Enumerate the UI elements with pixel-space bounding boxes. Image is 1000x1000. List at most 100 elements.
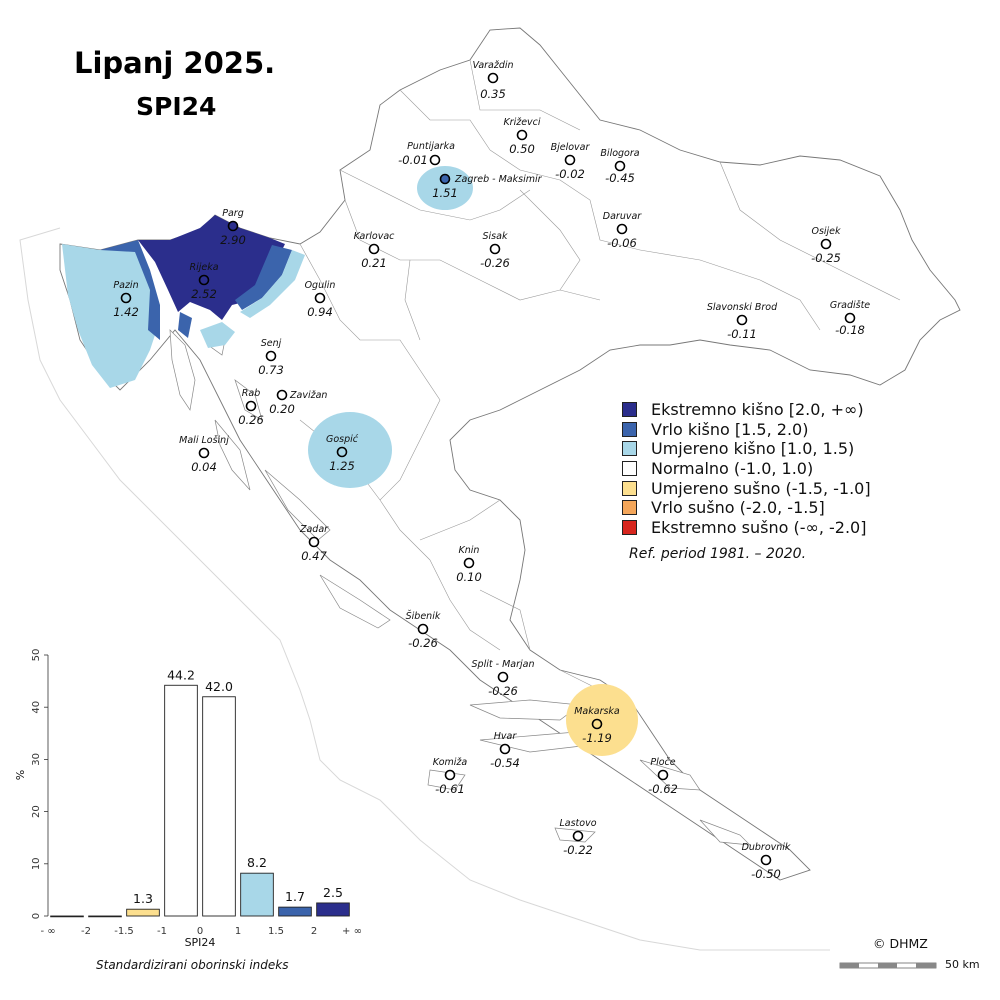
station-marker[interactable]	[736, 314, 748, 326]
station-marker[interactable]	[760, 854, 772, 866]
station-value: -0.61	[435, 782, 465, 796]
station[interactable]: Pazin 1.42	[113, 280, 139, 319]
histogram-caption: Standardizirani oborinski indeks	[96, 958, 289, 972]
station-name: Ploče	[650, 757, 675, 768]
station-value: -0.45	[605, 171, 635, 185]
station[interactable]: Zadar 0.47	[299, 524, 329, 563]
station-marker[interactable]	[516, 129, 528, 141]
station-name: Šibenik	[406, 610, 441, 622]
station[interactable]: Gospić 1.25	[326, 434, 359, 473]
x-tick-label: 1.5	[268, 926, 284, 937]
station-marker[interactable]	[417, 623, 429, 635]
station-marker[interactable]	[429, 154, 441, 166]
x-tick-label: + ∞	[342, 926, 362, 937]
station[interactable]: Daruvar -0.06	[603, 211, 643, 250]
station-marker[interactable]	[314, 292, 326, 304]
station-value: 2.90	[220, 233, 246, 247]
station[interactable]: Rab 0.26	[238, 388, 264, 427]
station-marker[interactable]	[616, 223, 628, 235]
histogram-bar	[202, 696, 236, 917]
station[interactable]: Senj 0.73	[258, 338, 284, 377]
station-marker[interactable]	[489, 243, 501, 255]
station-value: 0.47	[301, 549, 327, 563]
zone-moderately-wet-istria	[62, 244, 160, 388]
map-subtitle: SPI24	[136, 92, 217, 121]
station-value: 1.51	[432, 186, 458, 200]
station-marker[interactable]	[198, 447, 210, 459]
station[interactable]: Šibenik -0.26	[406, 610, 441, 650]
station-marker[interactable]	[487, 72, 499, 84]
station[interactable]: Slavonski Brod -0.11	[707, 302, 778, 341]
station[interactable]: Bilogora -0.45	[600, 148, 639, 185]
x-tick-label: 1	[235, 926, 241, 937]
station-marker[interactable]	[444, 769, 456, 781]
station[interactable]: Ploče -0.62	[648, 757, 678, 796]
station-marker[interactable]	[572, 830, 584, 842]
station-value: -0.50	[751, 867, 781, 881]
station-marker[interactable]	[657, 769, 669, 781]
zone-very-wet-west	[100, 240, 160, 340]
station-marker[interactable]	[198, 274, 210, 286]
station-marker[interactable]	[336, 446, 348, 458]
station[interactable]: Makarska -1.19	[574, 706, 620, 745]
station-marker[interactable]	[499, 743, 511, 755]
scale-bar-label: 50 km	[945, 958, 980, 971]
station-name: Makarska	[574, 706, 620, 717]
station[interactable]: Parg 2.90	[220, 208, 246, 247]
station[interactable]: Karlovac 0.21	[354, 231, 396, 270]
station-name: Sisak	[483, 231, 508, 242]
station[interactable]: Komiža -0.61	[433, 757, 468, 796]
station-name: Varaždin	[472, 60, 513, 71]
bar-value-label: 2.5	[323, 885, 343, 900]
station-marker[interactable]	[844, 312, 856, 324]
station[interactable]: Gradište -0.18	[830, 300, 870, 337]
x-tick-label: -1	[157, 926, 167, 937]
station-marker[interactable]	[120, 292, 132, 304]
station-name: Slavonski Brod	[707, 302, 778, 313]
station-marker[interactable]	[245, 400, 257, 412]
station-name: Gradište	[830, 300, 870, 311]
station[interactable]: Dubrovnik -0.50	[742, 842, 791, 881]
station[interactable]: Hvar -0.54	[490, 731, 520, 770]
legend-swatch	[622, 480, 637, 496]
station-marker[interactable]	[368, 243, 380, 255]
station[interactable]: Sisak -0.26	[480, 231, 510, 270]
station[interactable]: Bjelovar -0.02	[551, 142, 591, 181]
legend-label: Ekstremno kišno [2.0, +∞)	[651, 400, 864, 420]
station-marker[interactable]	[265, 350, 277, 362]
station[interactable]: Rijeka 2.52	[189, 262, 218, 301]
station[interactable]: Split - Marjan -0.26	[472, 659, 535, 698]
station-marker[interactable]	[497, 671, 509, 683]
station-marker[interactable]	[308, 536, 320, 548]
station-marker[interactable]	[820, 238, 832, 250]
legend-label: Vrlo sušno (-2.0, -1.5]	[651, 498, 825, 518]
station[interactable]: Križevci 0.50	[503, 117, 540, 156]
station-name: Bilogora	[600, 148, 639, 159]
station[interactable]: Lastovo -0.22	[559, 818, 596, 857]
station-marker[interactable]	[439, 173, 451, 185]
station-name: Daruvar	[603, 211, 643, 222]
station[interactable]: Puntijarka-0.01	[398, 141, 455, 167]
station-marker[interactable]	[564, 154, 576, 166]
y-axis-label: %	[14, 770, 27, 780]
legend-label: Normalno (-1.0, 1.0)	[651, 459, 814, 479]
station[interactable]: Varaždin 0.35	[472, 60, 513, 101]
station-value: 1.42	[113, 305, 139, 319]
station-marker[interactable]	[591, 718, 603, 730]
station-marker[interactable]	[463, 557, 475, 569]
station-name: Lastovo	[559, 818, 596, 829]
station-marker[interactable]	[276, 389, 288, 401]
station[interactable]: Osijek -0.25	[811, 226, 841, 265]
station-value: -0.02	[555, 167, 585, 181]
x-tick-label: -2	[81, 926, 91, 937]
station-marker[interactable]	[614, 160, 626, 172]
station[interactable]: Ogulin 0.94	[305, 280, 336, 319]
station[interactable]: Mali Lošinj 0.04	[179, 435, 229, 474]
histogram-bar	[88, 915, 122, 918]
station[interactable]: Knin 0.10	[456, 545, 482, 584]
station-marker[interactable]	[227, 220, 239, 232]
legend-label: Vrlo kišno [1.5, 2.0)	[651, 419, 809, 439]
